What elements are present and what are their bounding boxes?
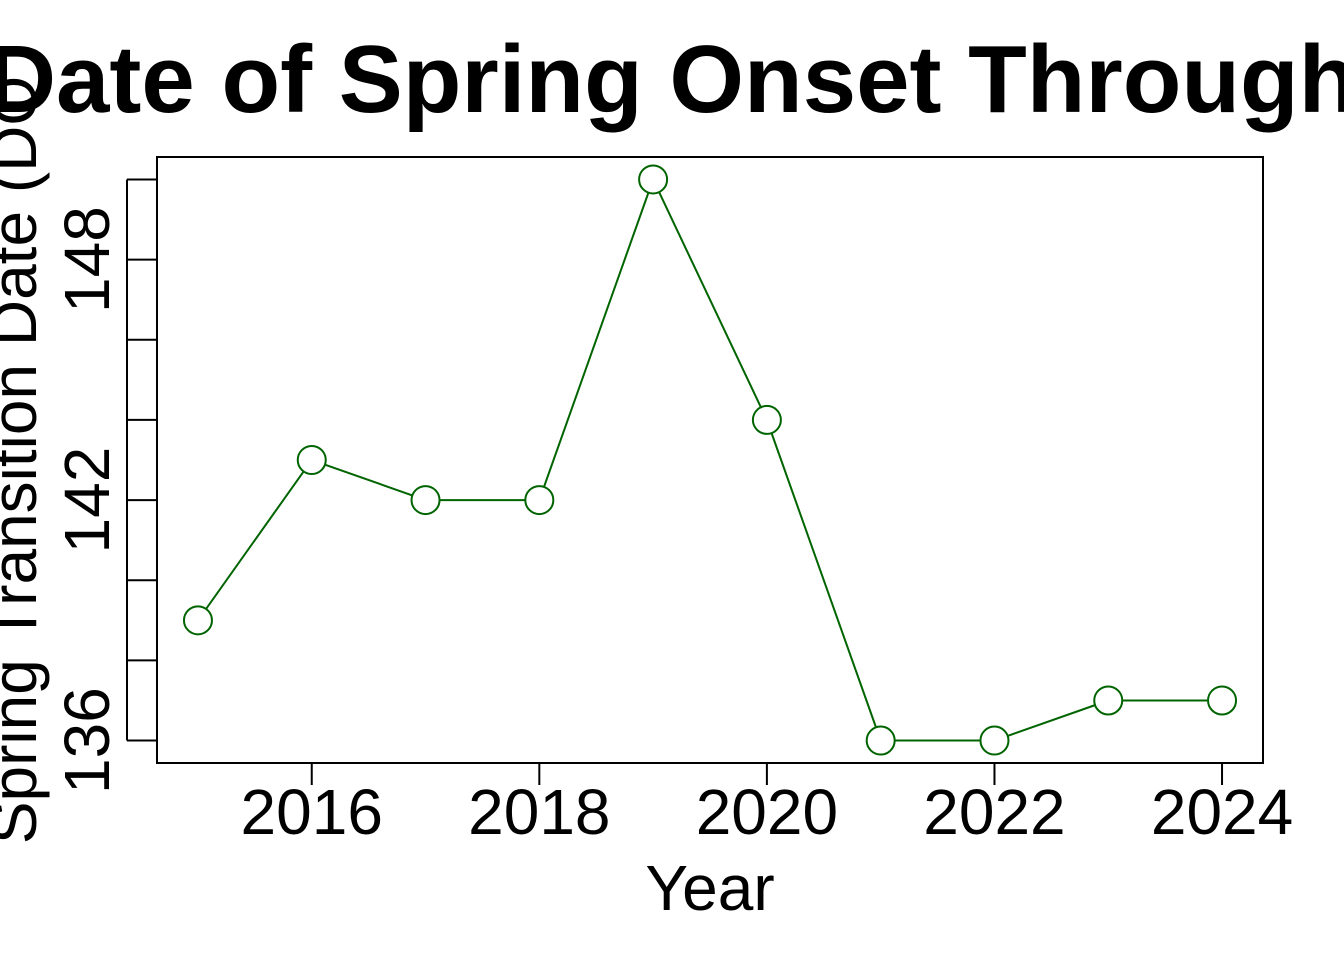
data-point [979, 725, 1010, 756]
series-segment [543, 192, 650, 488]
data-point [524, 485, 555, 516]
x-tick-label: 2024 [1151, 776, 1293, 848]
series-line [182, 164, 1238, 756]
x-tick-label: 2020 [696, 776, 838, 848]
x-axis-title: Year [645, 852, 774, 924]
chart-title: Date of Spring Onset Through [0, 26, 1344, 133]
data-point [1207, 685, 1238, 716]
data-point [182, 605, 213, 636]
series-segment [1007, 704, 1096, 737]
y-tick-label: 142 [51, 447, 123, 554]
x-tick-label: 2018 [468, 776, 610, 848]
data-point [410, 485, 441, 516]
series-segment [658, 191, 762, 408]
x-tick-label: 2022 [923, 776, 1065, 848]
plot-frame [156, 156, 1264, 764]
y-tick-label: 148 [51, 206, 123, 313]
data-point [865, 725, 896, 756]
x-tick-label: 2016 [241, 776, 383, 848]
data-point [1093, 685, 1124, 716]
x-axis: 2016 2018 2020 2022 2024 [241, 762, 1293, 848]
series-segment [205, 470, 305, 610]
data-point [638, 164, 669, 195]
y-axis: 136 142 148 [51, 178, 157, 794]
series-segment [770, 432, 877, 728]
data-point [296, 445, 327, 475]
series-segment [324, 463, 413, 497]
y-axis-title: Spring Transition Date (DO [0, 76, 50, 844]
data-point [751, 404, 782, 435]
y-tick-label: 136 [51, 687, 123, 794]
